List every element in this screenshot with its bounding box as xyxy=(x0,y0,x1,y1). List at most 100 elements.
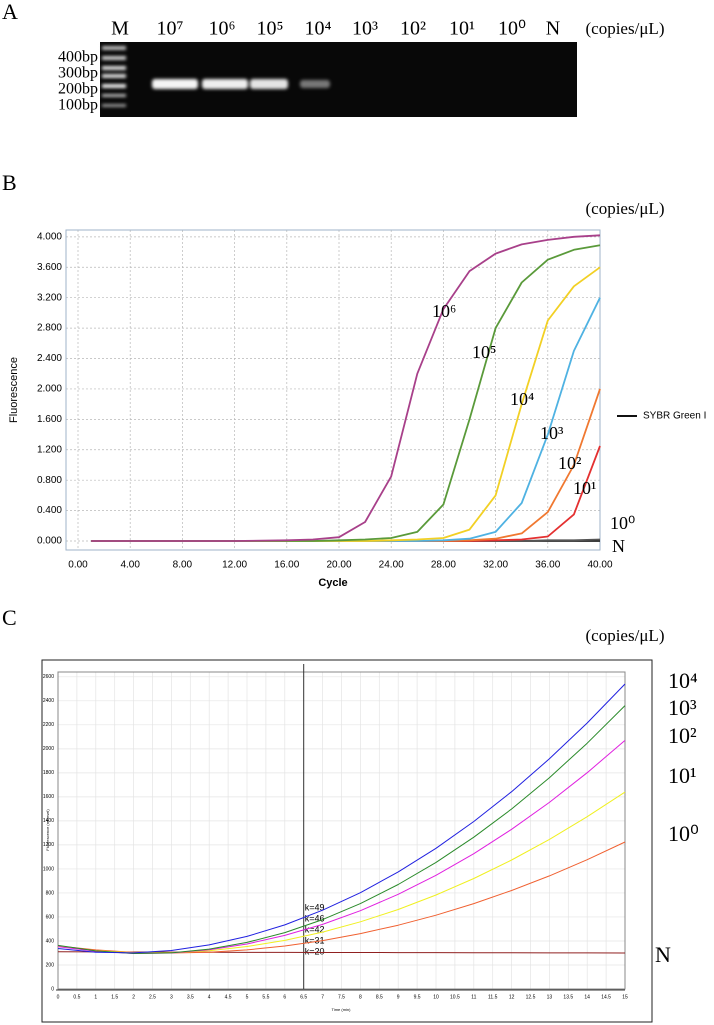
y-tick-label: 200 xyxy=(46,962,55,968)
x-tick-label: 4 xyxy=(208,994,211,1000)
x-axis-label: Time (min) xyxy=(332,1007,352,1012)
x-tick-label: 13.5 xyxy=(563,994,573,1000)
x-tick-label: 5.5 xyxy=(262,994,269,1000)
y-tick-label: 0.400 xyxy=(37,505,62,516)
series-label: 10⁰ xyxy=(668,821,699,846)
y-tick-label: 0.000 xyxy=(37,536,62,547)
x-tick-label: 8.00 xyxy=(173,560,193,571)
x-tick-label: 0 xyxy=(57,994,60,1000)
y-tick-label: 2.800 xyxy=(37,323,62,334)
x-tick-label: 0.5 xyxy=(73,994,80,1000)
y-tick-label: 1200 xyxy=(43,842,54,848)
x-tick-label: 0.00 xyxy=(68,560,88,571)
x-tick-label: 9 xyxy=(397,994,400,1000)
ladder-label: 300bp xyxy=(58,65,98,82)
gel-bands xyxy=(102,46,330,107)
panel-letter: A xyxy=(2,0,18,24)
series-line xyxy=(91,388,601,542)
series-line xyxy=(57,683,626,954)
x-axis-label: Cycle xyxy=(318,577,347,589)
lane-label: 10⁴ xyxy=(305,18,332,40)
y-tick-label: 4.000 xyxy=(37,231,62,242)
x-tick-label: 8.5 xyxy=(376,994,383,1000)
lane-label: 10¹ xyxy=(449,18,475,40)
y-tick-label: 2400 xyxy=(43,698,54,704)
y-tick-label: 600 xyxy=(46,914,55,920)
ladder-label: 100bp xyxy=(58,97,98,114)
lane-label: 10³ xyxy=(352,18,378,40)
x-tick-label: 40.00 xyxy=(587,560,612,571)
y-tick-label: 2.000 xyxy=(37,384,62,395)
x-tick-label: 11.5 xyxy=(488,994,498,1000)
series-line xyxy=(91,234,601,542)
x-tick-label: 3.5 xyxy=(187,994,194,1000)
unit-label: (copies/μL) xyxy=(586,626,665,645)
annotation: k=49 xyxy=(305,902,325,912)
annotation: k=31 xyxy=(305,935,325,945)
x-tick-label: 16.00 xyxy=(274,560,299,571)
series-label: 10³ xyxy=(668,695,697,720)
y-tick-label: 800 xyxy=(46,890,55,896)
x-tick-label: 28.00 xyxy=(431,560,456,571)
x-tick-label: 14 xyxy=(584,994,590,1000)
series-label: 10⁶ xyxy=(432,301,456,321)
series-label: 10¹ xyxy=(668,763,697,788)
lane-label: 10⁰ xyxy=(498,18,526,40)
series-line xyxy=(91,445,601,542)
lane-label: N xyxy=(546,18,560,40)
x-tick-label: 7 xyxy=(321,994,324,1000)
annotation: k=42 xyxy=(305,924,325,934)
x-tick-label: 1.5 xyxy=(111,994,118,1000)
series-label: 10¹ xyxy=(573,478,596,498)
x-tick-label: 10 xyxy=(433,994,439,1000)
plot-border xyxy=(57,671,626,990)
x-tick-label: 6 xyxy=(283,994,286,1000)
y-tick-label: 400 xyxy=(46,938,55,944)
x-tick-label: 20.00 xyxy=(326,560,351,571)
x-tick-label: 2.5 xyxy=(149,994,156,1000)
y-tick-label: 2200 xyxy=(43,722,54,728)
ladder-label: 400bp xyxy=(58,49,98,66)
series-label: N xyxy=(612,536,625,556)
lane-label: 10² xyxy=(400,18,426,40)
x-tick-label: 4.5 xyxy=(225,994,232,1000)
x-tick-label: 3 xyxy=(170,994,173,1000)
legend-label: SYBR Green I xyxy=(643,411,706,422)
series-label: 10³ xyxy=(540,423,564,443)
frame xyxy=(41,659,653,1023)
x-tick-label: 15 xyxy=(622,994,628,1000)
y-tick-label: 2600 xyxy=(43,674,54,680)
series-label: 10⁴ xyxy=(668,668,698,693)
unit-label: (copies/μL) xyxy=(586,199,665,218)
x-tick-label: 32.00 xyxy=(483,560,508,571)
y-tick-label: 0 xyxy=(51,986,54,992)
x-tick-label: 24.00 xyxy=(379,560,404,571)
series-label: 10⁴ xyxy=(510,389,534,409)
x-tick-label: 1 xyxy=(94,994,97,1000)
x-tick-label: 6.5 xyxy=(300,994,307,1000)
y-tick-label: 2.400 xyxy=(37,353,62,364)
x-tick-label: 36.00 xyxy=(535,560,560,571)
x-tick-label: 13 xyxy=(547,994,553,1000)
x-tick-label: 9.5 xyxy=(414,994,421,1000)
y-axis-label: Fluorescence xyxy=(8,357,20,423)
y-tick-label: 1600 xyxy=(43,794,54,800)
y-tick-label: 1.200 xyxy=(37,444,62,455)
panel-letter: C xyxy=(2,605,17,630)
y-axis-label: Fluorescence (mRevel) xyxy=(45,809,50,851)
lane-label: M xyxy=(111,18,129,40)
series-label: 10⁰ xyxy=(610,513,635,533)
x-tick-label: 12 xyxy=(509,994,515,1000)
annotation: k=46 xyxy=(305,913,325,923)
x-tick-label: 12.5 xyxy=(526,994,536,1000)
y-tick-label: 2000 xyxy=(43,746,54,752)
series-label: N xyxy=(655,942,671,967)
lane-label: 10⁶ xyxy=(209,18,236,40)
y-tick-label: 1.600 xyxy=(37,414,62,425)
lane-label: 10⁷ xyxy=(157,18,184,40)
ladder-label: 200bp xyxy=(58,81,98,98)
panel-letter: B xyxy=(2,170,17,195)
y-tick-label: 1400 xyxy=(43,818,54,824)
x-tick-label: 11 xyxy=(471,994,476,1000)
